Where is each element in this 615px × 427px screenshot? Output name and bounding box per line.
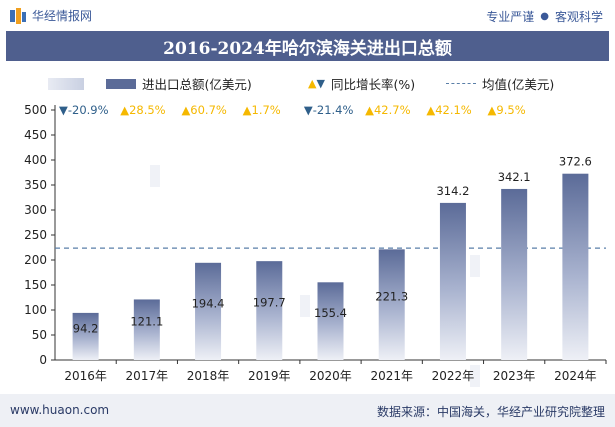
y-tick-label: 350 (24, 178, 47, 192)
footer-url: www.huaon.com (10, 403, 110, 417)
bar (133, 299, 160, 360)
bar-value-label: 94.2 (73, 321, 99, 335)
growth-value: -21.4% (313, 103, 354, 117)
watermarks (150, 165, 480, 387)
bar (317, 282, 344, 360)
footer: www.huaon.com 数据来源：中国海关，华经产业研究院整理 (0, 394, 615, 427)
legend-growth: ▲ ▼ 同比增长率(%) (308, 74, 415, 93)
bar (72, 312, 99, 360)
x-tick-label: 2018年 (187, 369, 230, 383)
legend-bars: 进出口总额(亿美元) (48, 74, 252, 93)
top-bar: 华经情报网 专业严谨 ● 客观科学 (0, 0, 615, 30)
x-tick-label: 2024年 (554, 369, 597, 383)
legend-dash-icon (446, 83, 476, 84)
bar-value-label: 221.3 (375, 290, 408, 304)
legend-average-label: 均值(亿美元) (482, 77, 555, 92)
legend-bar-label: 进出口总额(亿美元) (142, 77, 252, 92)
brand: 华经情报网 (10, 7, 92, 24)
x-tick-label: 2022年 (432, 369, 475, 383)
bar (439, 202, 466, 360)
y-tick-label: 150 (24, 278, 47, 292)
bar-value-label: 121.1 (130, 315, 163, 329)
x-tick-label: 2023年 (493, 369, 536, 383)
legend-up-icon: ▲ (308, 77, 317, 90)
y-tick-label: 450 (24, 128, 47, 142)
bar-value-label: 342.1 (498, 170, 531, 184)
watermark-logo-icon (300, 295, 310, 317)
watermark-logo-icon (150, 165, 160, 187)
up-arrow-icon: ▲ (120, 103, 129, 117)
growth-value: 60.7% (190, 103, 227, 117)
bar-chart: 0 50 100 150 200 250 300 350 400 450 500 2016年 2017年… (24, 103, 607, 387)
growth-label: ▲9.5% (488, 103, 526, 117)
x-tick-label: 2021年 (370, 369, 413, 383)
watermark-logo-icon (470, 255, 480, 277)
up-arrow-icon: ▲ (181, 103, 190, 117)
growth-label: ▼-20.9% (59, 103, 109, 117)
brand-name: 华经情报网 (32, 9, 93, 23)
growth-value: -20.9% (68, 103, 109, 117)
bar-value-label: 194.4 (192, 296, 225, 310)
growth-label: ▼-21.4% (304, 103, 354, 117)
growth-value: 1.7% (252, 103, 281, 117)
growth-value: 28.5% (129, 103, 166, 117)
footer-source: 数据来源：中国海关，华经产业研究院整理 (376, 405, 605, 419)
brand-logo-icon (10, 7, 26, 24)
bar-value-label: 314.2 (436, 184, 469, 198)
x-tick-label: 2019年 (248, 369, 291, 383)
down-arrow-icon: ▼ (59, 103, 68, 117)
growth-value: 9.5% (496, 103, 525, 117)
y-tick-label: 250 (24, 228, 47, 242)
growth-value: 42.1% (435, 103, 472, 117)
legend-bar-swatch-dark (106, 78, 136, 89)
growth-label: ▲42.7% (365, 103, 410, 117)
legend-bar-swatch (48, 77, 84, 90)
y-tick-label: 400 (24, 153, 47, 167)
up-arrow-icon: ▲ (426, 103, 435, 117)
tagline-right: 客观科学 (554, 10, 603, 24)
up-arrow-icon: ▲ (243, 103, 252, 117)
growth-label: ▲28.5% (120, 103, 165, 117)
bar-value-label: 155.4 (314, 306, 347, 320)
y-tick-label: 300 (24, 203, 47, 217)
bar (378, 249, 405, 360)
y-tick-label: 100 (24, 303, 47, 317)
y-tick-label: 0 (39, 353, 47, 367)
down-arrow-icon: ▼ (304, 103, 313, 117)
separator-dot-icon: ● (540, 11, 549, 22)
growth-value: 42.7% (374, 103, 411, 117)
bar-value-label: 197.7 (253, 296, 286, 310)
legend: 进出口总额(亿美元) ▲ ▼ 同比增长率(%) 均值(亿美元) (0, 70, 615, 96)
tagline-left: 专业严谨 (486, 10, 535, 24)
x-tick-label: 2017年 (126, 369, 169, 383)
legend-average: 均值(亿美元) (446, 74, 554, 93)
watermark-logo-icon (470, 365, 480, 387)
growth-label: ▲60.7% (181, 103, 226, 117)
up-arrow-icon: ▲ (365, 103, 374, 117)
legend-down-icon: ▼ (316, 77, 325, 90)
bar (256, 261, 283, 360)
title-bar: 2016-2024年哈尔滨海关进出口总额 (6, 31, 609, 61)
y-tick-label: 50 (32, 328, 47, 342)
chart-title: 2016-2024年哈尔滨海关进出口总额 (163, 38, 452, 59)
growth-label: ▲1.7% (243, 103, 281, 117)
bar-value-label: 372.6 (559, 155, 592, 169)
legend-growth-label: 同比增长率(%) (330, 77, 416, 92)
growth-label: ▲42.1% (426, 103, 471, 117)
x-tick-label: 2016年 (64, 369, 107, 383)
up-arrow-icon: ▲ (488, 103, 497, 117)
bar (501, 188, 528, 360)
x-tick-label: 2020年 (309, 369, 352, 383)
y-tick-label: 200 (24, 253, 47, 267)
bar (195, 262, 222, 360)
bar (562, 173, 589, 360)
tagline: 专业严谨 ● 客观科学 (486, 8, 603, 25)
y-tick-label: 500 (24, 103, 47, 117)
